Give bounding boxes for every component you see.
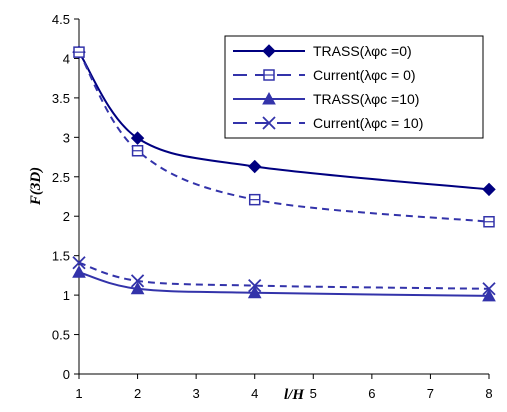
y-tick-label: 1.5	[52, 249, 70, 264]
x-tick-label: 4	[251, 386, 258, 401]
data-point-b	[248, 279, 262, 293]
data-point	[482, 288, 496, 302]
data-point-b	[482, 282, 496, 296]
legend: TRASS(λφc =0) Current(λφc = 0) TRASS(λφc =…	[224, 35, 484, 139]
data-point	[130, 131, 145, 145]
legend-entry: TRASS(λφc =10)	[233, 91, 419, 107]
legend-entry: Current(λφc = 10)	[233, 115, 423, 131]
legend-entry: TRASS(λφc =0)	[233, 43, 412, 59]
x-tick-label: 8	[485, 386, 492, 401]
series-line	[78, 271, 490, 297]
data-point-b	[130, 274, 145, 288]
data-point	[247, 285, 262, 299]
series-layer	[72, 45, 496, 302]
x-tick-label: 6	[368, 386, 375, 401]
legend-label: Current(λφc = 0)	[313, 67, 416, 83]
y-tick-label: 3.5	[52, 91, 70, 106]
y-tick-label: 1	[63, 288, 70, 303]
data-point	[248, 159, 262, 174]
series-line	[78, 51, 490, 223]
data-point	[72, 265, 86, 278]
legend-marker	[262, 91, 276, 105]
y-tick-label: 2	[63, 209, 70, 224]
y-tick-label: 4.5	[52, 12, 70, 27]
y-tick-label: 4	[63, 51, 70, 66]
x-tick-label: 7	[427, 386, 434, 401]
data-point	[482, 182, 496, 197]
y-axis-title: F(3D)	[28, 167, 44, 206]
data-point-b	[72, 256, 86, 270]
legend-label: Current(λφc = 10)	[313, 115, 423, 131]
series-4	[72, 256, 496, 296]
series-2	[73, 46, 495, 228]
series-line	[78, 261, 490, 290]
y-tick-label: 0	[63, 367, 70, 382]
x-axis-title: l/H	[284, 387, 305, 403]
legend-label: TRASS(λφc =0)	[313, 43, 412, 59]
legend-entry: Current(λφc = 0)	[233, 67, 416, 83]
legend-marker-b	[262, 116, 276, 130]
series-3	[72, 265, 496, 302]
y-tick-label: 2.5	[52, 170, 70, 185]
legend-label: TRASS(λφc =10)	[313, 91, 419, 107]
x-tick-label: 2	[134, 386, 141, 401]
legend-marker	[262, 44, 276, 58]
data-point	[130, 281, 145, 295]
y-tick-label: 0.5	[52, 328, 70, 343]
axes: 0 0.5 1 1.5 2 2.5 3 3.5 4 4.5 1 2 3 4 5 6 7 8	[52, 12, 493, 401]
y-tick-label: 3	[63, 130, 70, 145]
x-tick-label: 1	[75, 386, 82, 401]
x-tick-label: 3	[193, 386, 200, 401]
x-tick-label: 5	[310, 386, 317, 401]
series-line	[78, 51, 490, 191]
series-1	[72, 45, 496, 197]
